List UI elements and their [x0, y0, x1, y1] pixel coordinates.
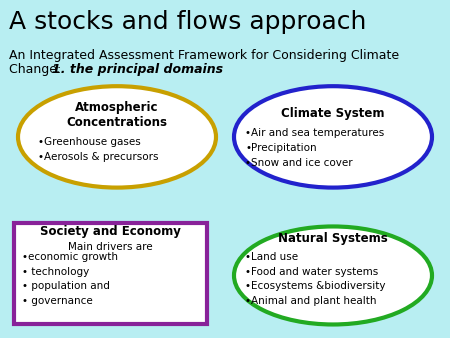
Text: •Land use
•Food and water systems
•Ecosystems &biodiversity
•Animal and plant he: •Land use •Food and water systems •Ecosy… — [245, 252, 386, 306]
Text: Main drivers are: Main drivers are — [68, 242, 153, 252]
Text: Climate System: Climate System — [281, 107, 385, 120]
Text: •Air and sea temperatures
•Precipitation
•Snow and ice cover: •Air and sea temperatures •Precipitation… — [245, 128, 384, 168]
Text: 1. the principal domains: 1. the principal domains — [52, 63, 223, 75]
FancyBboxPatch shape — [14, 223, 207, 324]
Text: Natural Systems: Natural Systems — [278, 232, 388, 245]
Text: •economic growth
• technology
• population and
• governance: •economic growth • technology • populati… — [22, 252, 118, 306]
Text: •Greenhouse gases
•Aerosols & precursors: •Greenhouse gases •Aerosols & precursors — [38, 137, 159, 162]
Ellipse shape — [234, 86, 432, 188]
Text: Society and Economy: Society and Economy — [40, 225, 181, 238]
Ellipse shape — [18, 86, 216, 188]
Ellipse shape — [234, 226, 432, 324]
Text: Atmospheric
Concentrations: Atmospheric Concentrations — [67, 101, 167, 129]
Text: Change:: Change: — [9, 63, 65, 75]
Text: A stocks and flows approach: A stocks and flows approach — [9, 10, 366, 34]
Text: An Integrated Assessment Framework for Considering Climate: An Integrated Assessment Framework for C… — [9, 49, 399, 62]
